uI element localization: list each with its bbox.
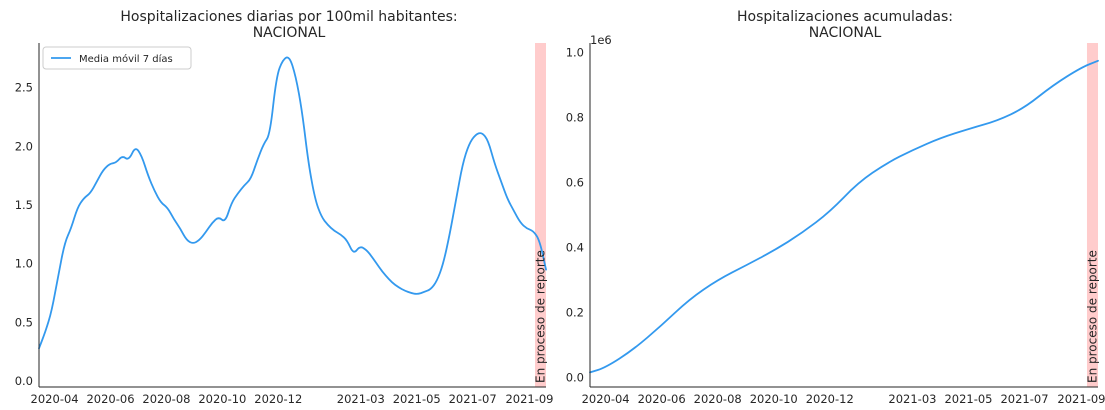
legend-label: Media móvil 7 días: [79, 53, 173, 65]
left-x-tick-label: 2021-09: [505, 392, 553, 406]
right-chart-title-line2: NACIONAL: [809, 25, 882, 41]
left-series-line: [38, 56, 547, 350]
left-x-tick-label: 2020-06: [86, 392, 134, 406]
right-reporting-band: [1086, 43, 1098, 387]
right-x-tick-label: 2021-07: [1000, 392, 1048, 406]
left-band-label: En proceso de reporte: [533, 250, 547, 383]
left-x-tick-label: 2021-05: [393, 392, 441, 406]
right-y-ticks: 0.0 0.2 0.4 0.6 0.8 1.0: [566, 46, 584, 385]
left-chart: Hospitalizaciones diarias por 100mil hab…: [15, 9, 554, 406]
right-x-tick-label: 2021-05: [944, 392, 992, 406]
left-x-tick-label: 2020-12: [254, 392, 302, 406]
right-x-tick-label: 2020-12: [806, 392, 854, 406]
left-x-tick-label: 2021-03: [337, 392, 385, 406]
left-x-tick-label: 2020-10: [198, 392, 246, 406]
left-x-ticks: 2020-04 2020-06 2020-08 2020-10 2020-12 2021-…: [31, 392, 554, 406]
left-x-tick-label: 2020-08: [142, 392, 190, 406]
left-chart-title-line1: Hospitalizaciones diarias por 100mil hab…: [120, 9, 457, 25]
right-x-tick-label: 2020-08: [694, 392, 742, 406]
right-band-label: En proceso de reporte: [1085, 250, 1099, 383]
right-x-tick-label: 2021-03: [888, 392, 936, 406]
left-y-tick-label: 0.5: [15, 315, 33, 329]
left-reporting-band: [534, 43, 546, 387]
right-y-tick-label: 0.2: [566, 305, 584, 319]
right-x-tick-label: 2020-10: [750, 392, 798, 406]
right-chart-title-line1: Hospitalizaciones acumuladas:: [737, 9, 953, 25]
left-x-tick-label: 2020-04: [31, 392, 79, 406]
left-chart-title-line2: NACIONAL: [253, 25, 326, 41]
right-y-tick-label: 1.0: [566, 46, 584, 60]
left-y-tick-label: 1.5: [15, 198, 33, 212]
right-series-line: [589, 59, 1099, 374]
left-y-ticks: 0.0 0.5 1.0 1.5 2.0 2.5: [15, 81, 33, 389]
left-y-tick-label: 2.0: [15, 139, 33, 153]
right-x-tick-label: 2020-04: [582, 392, 630, 406]
right-x-tick-label: 2020-06: [638, 392, 686, 406]
legend: Media móvil 7 días: [42, 46, 192, 70]
right-chart: Hospitalizaciones acumuladas: NACIONAL 1…: [566, 9, 1105, 406]
left-y-tick-label: 2.5: [15, 81, 33, 95]
left-y-tick-label: 1.0: [15, 257, 33, 271]
legend-box: [42, 46, 192, 70]
right-y-multiplier: 1e6: [590, 33, 612, 47]
right-y-tick-label: 0.0: [566, 370, 584, 384]
right-x-tick-label: 2021-09: [1057, 392, 1105, 406]
left-y-tick-label: 0.0: [15, 374, 33, 388]
right-y-tick-label: 0.8: [566, 111, 584, 125]
right-y-tick-label: 0.4: [566, 240, 584, 254]
left-x-tick-label: 2021-07: [449, 392, 497, 406]
right-y-tick-label: 0.6: [566, 176, 584, 190]
right-x-ticks: 2020-04 2020-06 2020-08 2020-10 2020-12 2021-…: [582, 392, 1105, 406]
